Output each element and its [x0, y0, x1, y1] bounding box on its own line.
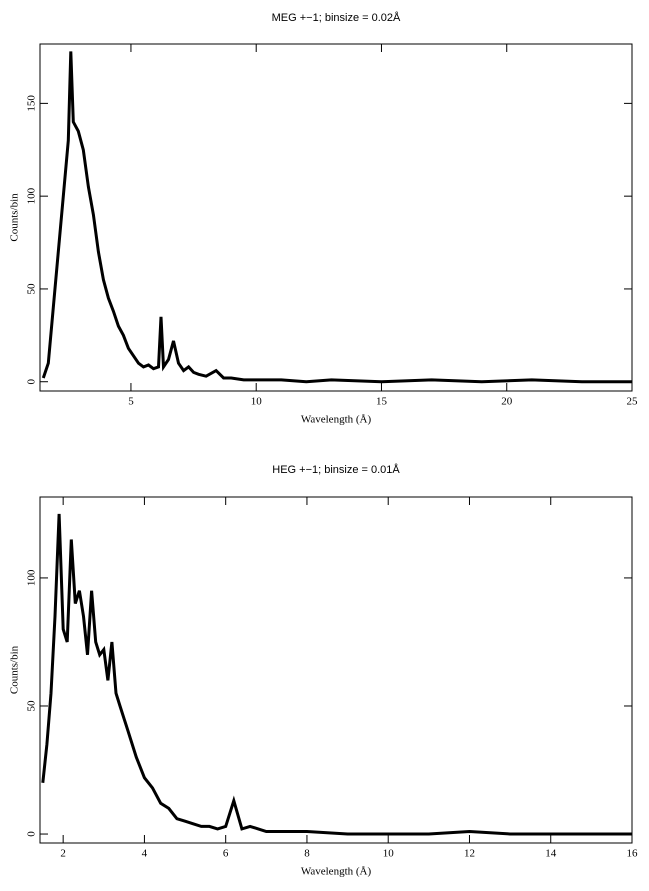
y-axis-label: Counts/bin: [9, 645, 21, 694]
spectrum-line: [41, 51, 632, 384]
x-tick-label: 16: [627, 848, 639, 860]
y-axis-label: Counts/bin: [9, 193, 21, 242]
x-tick-label: 5: [128, 396, 134, 408]
x-tick-label: 15: [376, 396, 388, 408]
y-tick-label: 0: [26, 378, 38, 384]
y-tick-label: 100: [26, 569, 38, 586]
plot-frame: [39, 43, 633, 392]
x-tick-label: 2: [60, 848, 66, 860]
chart-title: MEG +−1; binsize = 0.02Å: [272, 11, 401, 24]
x-tick-label: 8: [304, 848, 310, 860]
y-tick-label: 150: [26, 95, 38, 112]
x-axis-label: Wavelength (Å): [301, 866, 372, 878]
chart-title: HEG +−1; binsize = 0.01Å: [272, 463, 400, 476]
x-axis-label: Wavelength (Å): [301, 414, 372, 426]
x-tick-label: 6: [223, 848, 229, 860]
x-tick-label: 4: [142, 848, 148, 860]
y-tick-label: 50: [26, 700, 38, 712]
x-tick-label: 12: [464, 848, 475, 860]
x-tick-label: 14: [545, 848, 557, 860]
x-tick-label: 25: [627, 396, 639, 408]
y-tick-label: 0: [26, 831, 38, 837]
x-tick-label: 20: [501, 396, 513, 408]
spectrum-line: [41, 513, 632, 836]
plot-frame: [39, 496, 633, 844]
y-tick-label: 50: [26, 283, 38, 295]
x-tick-label: 10: [251, 396, 263, 408]
y-tick-label: 100: [26, 187, 38, 204]
x-tick-label: 10: [383, 848, 395, 860]
